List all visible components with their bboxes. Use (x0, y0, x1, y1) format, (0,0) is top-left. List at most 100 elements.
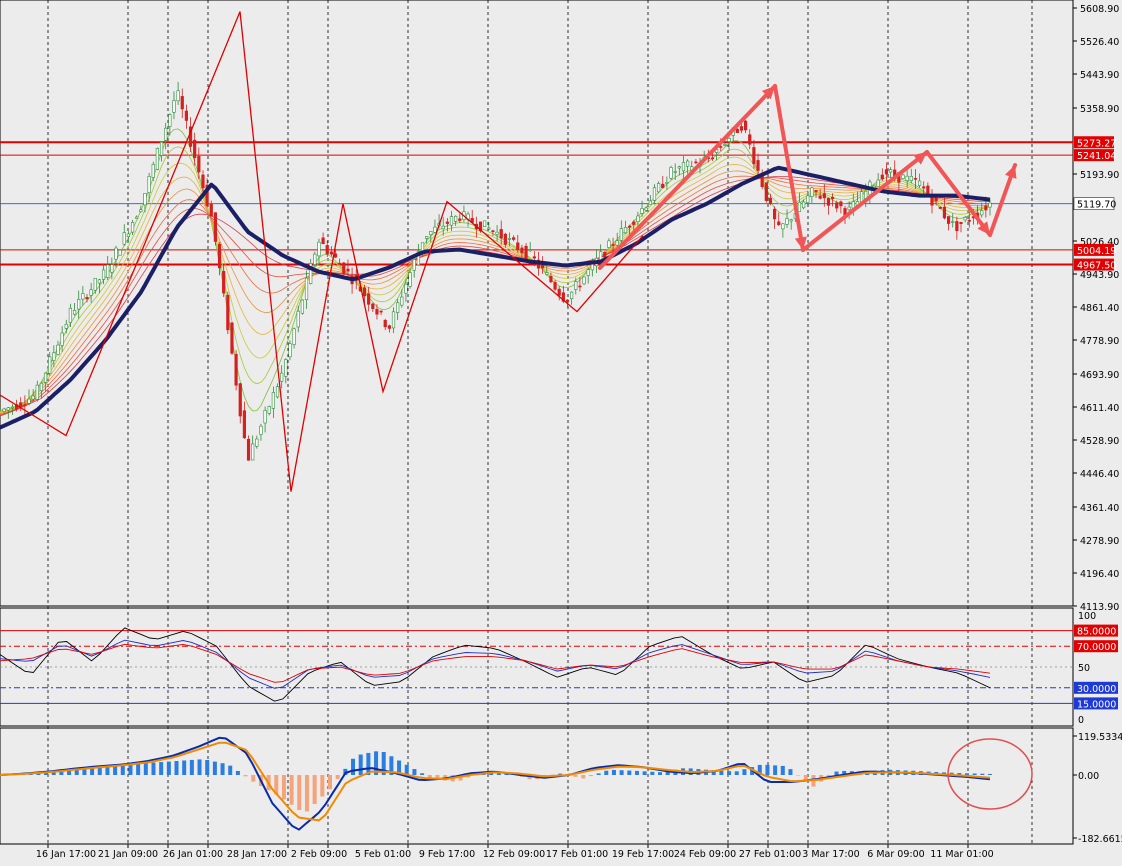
candle-body (781, 223, 785, 230)
candle-body (773, 208, 777, 220)
macd-histogram-bar (588, 775, 593, 777)
candle-body (686, 160, 690, 167)
macd-histogram-bar (312, 775, 317, 804)
highlight-circle (947, 738, 1033, 810)
candle-body (81, 293, 85, 300)
candle-body (217, 243, 222, 269)
rsi-axis: 100 50 0 85.0000 70.0000 30.0000 15.0000 (1074, 611, 1118, 726)
forecast-arrow-head (1005, 165, 1017, 179)
candle-body (623, 227, 628, 234)
candle-body (130, 222, 135, 233)
macd-histogram-bar (734, 771, 739, 775)
candle-body (172, 100, 176, 113)
macd-histogram-bar (128, 764, 133, 775)
candle-body (557, 288, 561, 296)
candle-body (810, 187, 814, 197)
candle-body (710, 157, 715, 160)
time-tick-label: 26 Jan 01:00 (163, 849, 223, 860)
candle-body (901, 174, 905, 179)
candle-body (449, 216, 454, 226)
macd-histogram-bar (397, 760, 402, 775)
candle-body (135, 216, 139, 219)
candle-body (151, 164, 155, 178)
candle-body (806, 195, 810, 203)
current-price-tag (1073, 197, 1115, 210)
candle-body (495, 231, 499, 235)
candle-body (859, 191, 864, 203)
macd-histogram-bar (59, 769, 64, 775)
rsi-level-tag-label: 85.0000 (1077, 627, 1116, 638)
candle-body (553, 281, 557, 290)
candle-body (665, 181, 669, 184)
level-tag-label: 5241.04 (1077, 151, 1116, 162)
candle-body (565, 299, 570, 302)
candle-body (288, 343, 292, 358)
rsi-level-tag (1074, 681, 1118, 694)
macd-histogram-bar (105, 765, 110, 775)
macd-histogram-bar (366, 752, 371, 775)
candle-body (27, 398, 31, 404)
time-tick-label: 24 Feb 09:00 (674, 849, 736, 860)
candle-body (561, 292, 565, 302)
macd-histogram-bar (374, 751, 379, 775)
macd-histogram-bar (719, 770, 724, 775)
macd-histogram-bar (212, 761, 217, 775)
candle-body (739, 126, 744, 131)
rsi-level-tag (1074, 624, 1118, 637)
candle-body (628, 225, 632, 228)
macd-histogram-bar (120, 764, 125, 775)
time-tick-label: 11 Mar 01:00 (930, 849, 993, 860)
candle-body (333, 253, 338, 258)
macd-scale-label: 0.00 (1078, 771, 1099, 782)
macd-histogram-bar (742, 769, 747, 775)
macd-histogram-bar (412, 769, 417, 775)
macd-histogram-bar (404, 764, 409, 775)
candle-body (383, 319, 387, 328)
candle-body (309, 263, 313, 284)
candle-body (251, 443, 255, 461)
candle-body (118, 249, 122, 256)
candle-body (888, 169, 893, 173)
candle-body (126, 233, 131, 237)
price-tick-label: 4361.40 (1080, 503, 1119, 514)
candle-body (607, 240, 611, 248)
macd-histogram-bar (558, 773, 563, 775)
candle-body (275, 386, 280, 398)
macd-histogram-bar (67, 768, 72, 775)
candle-body (321, 237, 325, 245)
macd-histogram-bar (304, 775, 309, 812)
macd-histogram-bar (289, 775, 294, 805)
macd-histogram-bar (842, 770, 847, 775)
candle-body (371, 303, 375, 310)
candle-body (797, 201, 802, 213)
candle-body (404, 283, 408, 294)
ribbon-line (0, 175, 991, 416)
candle-body (926, 185, 930, 195)
candle-body (263, 410, 267, 424)
candle-body (768, 197, 773, 204)
macd-histogram-bar (297, 775, 302, 811)
candle-body (201, 174, 205, 189)
rsi-level-tag-label: 70.0000 (1077, 642, 1116, 653)
macd-histogram-bar (949, 772, 954, 775)
macd-histogram-bar (235, 770, 240, 775)
price-tick-label: 5358.90 (1080, 104, 1119, 115)
candle-body (922, 186, 926, 189)
macd-histogram-bar (780, 765, 785, 775)
candle-body (416, 251, 420, 266)
time-tick-label: 2 Feb 09:00 (291, 849, 347, 860)
candle-body (64, 323, 68, 329)
macd-histogram-bar (650, 771, 655, 775)
macd-histogram-bar (151, 762, 156, 775)
candle-body (89, 289, 93, 296)
time-axis: 16 Jan 17:00 21 Jan 09:00 26 Jan 01:00 28 J… (36, 844, 994, 860)
level-tag-label: 5004.19 (1077, 246, 1116, 257)
candle-body (52, 352, 56, 361)
candle-body (516, 242, 520, 250)
candle-body (19, 402, 23, 407)
candle-body (483, 220, 487, 227)
candle-body (292, 328, 296, 345)
price-tick-label: 4528.90 (1080, 436, 1119, 447)
candle-body (2, 408, 6, 412)
forecast-arrow-head (794, 236, 807, 250)
